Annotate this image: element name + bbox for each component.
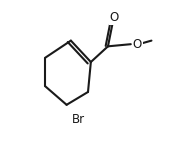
Text: O: O (133, 38, 142, 51)
Text: Br: Br (72, 113, 85, 126)
Text: O: O (110, 11, 119, 24)
